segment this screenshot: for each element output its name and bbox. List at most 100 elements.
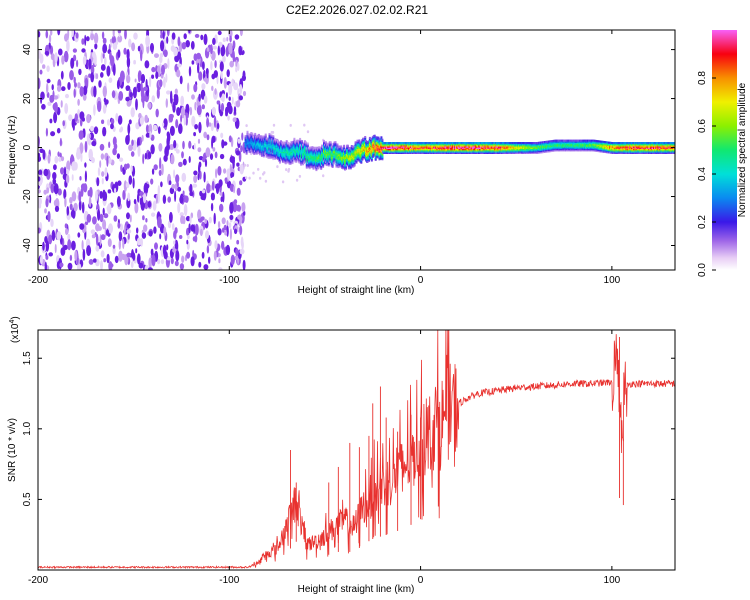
noise-cell [177,63,182,68]
noise-cell [242,259,246,270]
noise-cell [80,152,83,162]
noise-cell [223,224,227,231]
noise-cell [216,122,220,130]
noise-cell [75,32,79,39]
noise-cell [175,174,180,184]
noise-cell [257,167,260,171]
ridge-cell [254,132,257,135]
noise-cell [219,153,225,160]
noise-cell [235,248,239,256]
noise-cell [82,55,87,66]
noise-cell [57,151,60,157]
noise-cell [103,191,108,201]
noise-cell [233,106,237,115]
noise-cell [125,135,130,145]
noise-cell [66,39,70,52]
noise-cell [90,30,94,34]
noise-cell [65,93,69,99]
noise-cell [38,77,41,90]
noise-cell [48,234,53,245]
noise-cell [166,143,171,151]
noise-cell [221,240,225,250]
noise-cell [188,140,192,149]
ridge-cell [340,145,343,148]
noise-cell [203,33,208,46]
noise-cell [123,163,128,171]
noise-cell [86,113,91,124]
ridge-cell [246,130,249,133]
noise-cell [150,144,155,155]
noise-cell [142,215,145,221]
noise-cell [181,151,184,159]
noise-cell [214,88,217,95]
noise-cell [220,132,224,139]
noise-cell [103,258,107,263]
noise-cell [78,130,84,140]
noise-cell [67,239,72,251]
noise-cell [229,35,232,43]
noise-cell [165,98,168,108]
noise-cell [238,45,243,56]
noise-cell [236,187,241,196]
noise-cell [181,255,185,263]
noise-cell [71,191,77,202]
noise-cell [99,160,102,168]
noise-cell [303,123,306,127]
noise-cell [135,98,138,111]
noise-cell [224,230,228,236]
noise-cell [38,189,41,194]
noise-cell [150,42,154,53]
noise-cell [153,226,157,234]
noise-cell [210,192,215,200]
noise-cell [276,165,279,169]
noise-cell [149,76,152,88]
noise-cell [100,52,104,64]
noise-cell [208,216,212,224]
noise-cell [69,203,73,211]
noise-cell [145,218,148,223]
noise-cell [93,258,97,263]
noise-cell [169,125,175,136]
noise-cell [133,198,137,205]
noise-cell [162,244,167,257]
noise-cell [206,68,209,79]
noise-cell [65,174,70,184]
noise-cell [50,53,55,61]
noise-cell [64,223,68,229]
noise-cell [233,185,236,194]
noise-cell [228,42,233,55]
noise-cell [71,174,74,181]
noise-cell [211,135,216,143]
noise-cell [84,221,89,226]
noise-cell [95,190,98,202]
noise-cell [87,190,91,197]
noise-cell [185,40,190,48]
noise-cell [44,261,47,270]
noise-cell [220,61,224,71]
noise-cell [149,131,152,139]
noise-cell [193,142,196,150]
noise-cell [157,216,162,229]
noise-cell [62,120,65,127]
noise-cell [69,254,73,261]
noise-cell [179,235,183,239]
noise-cell [174,88,178,95]
noise-cell [79,176,82,181]
ridge-cell [264,133,267,136]
noise-cell [73,88,76,98]
noise-cell [298,174,302,178]
noise-cell [188,66,192,77]
noise-region [38,30,325,270]
noise-cell [137,45,141,52]
noise-cell [159,52,164,58]
noise-cell [211,73,216,80]
noise-cell [214,240,218,250]
noise-cell [225,92,228,99]
noise-cell [210,60,213,71]
noise-cell [235,150,241,156]
noise-cell [76,149,81,160]
ridge-cell [306,142,309,145]
noise-cell [81,38,85,45]
noise-cell [212,45,217,50]
noise-cell [117,180,122,186]
